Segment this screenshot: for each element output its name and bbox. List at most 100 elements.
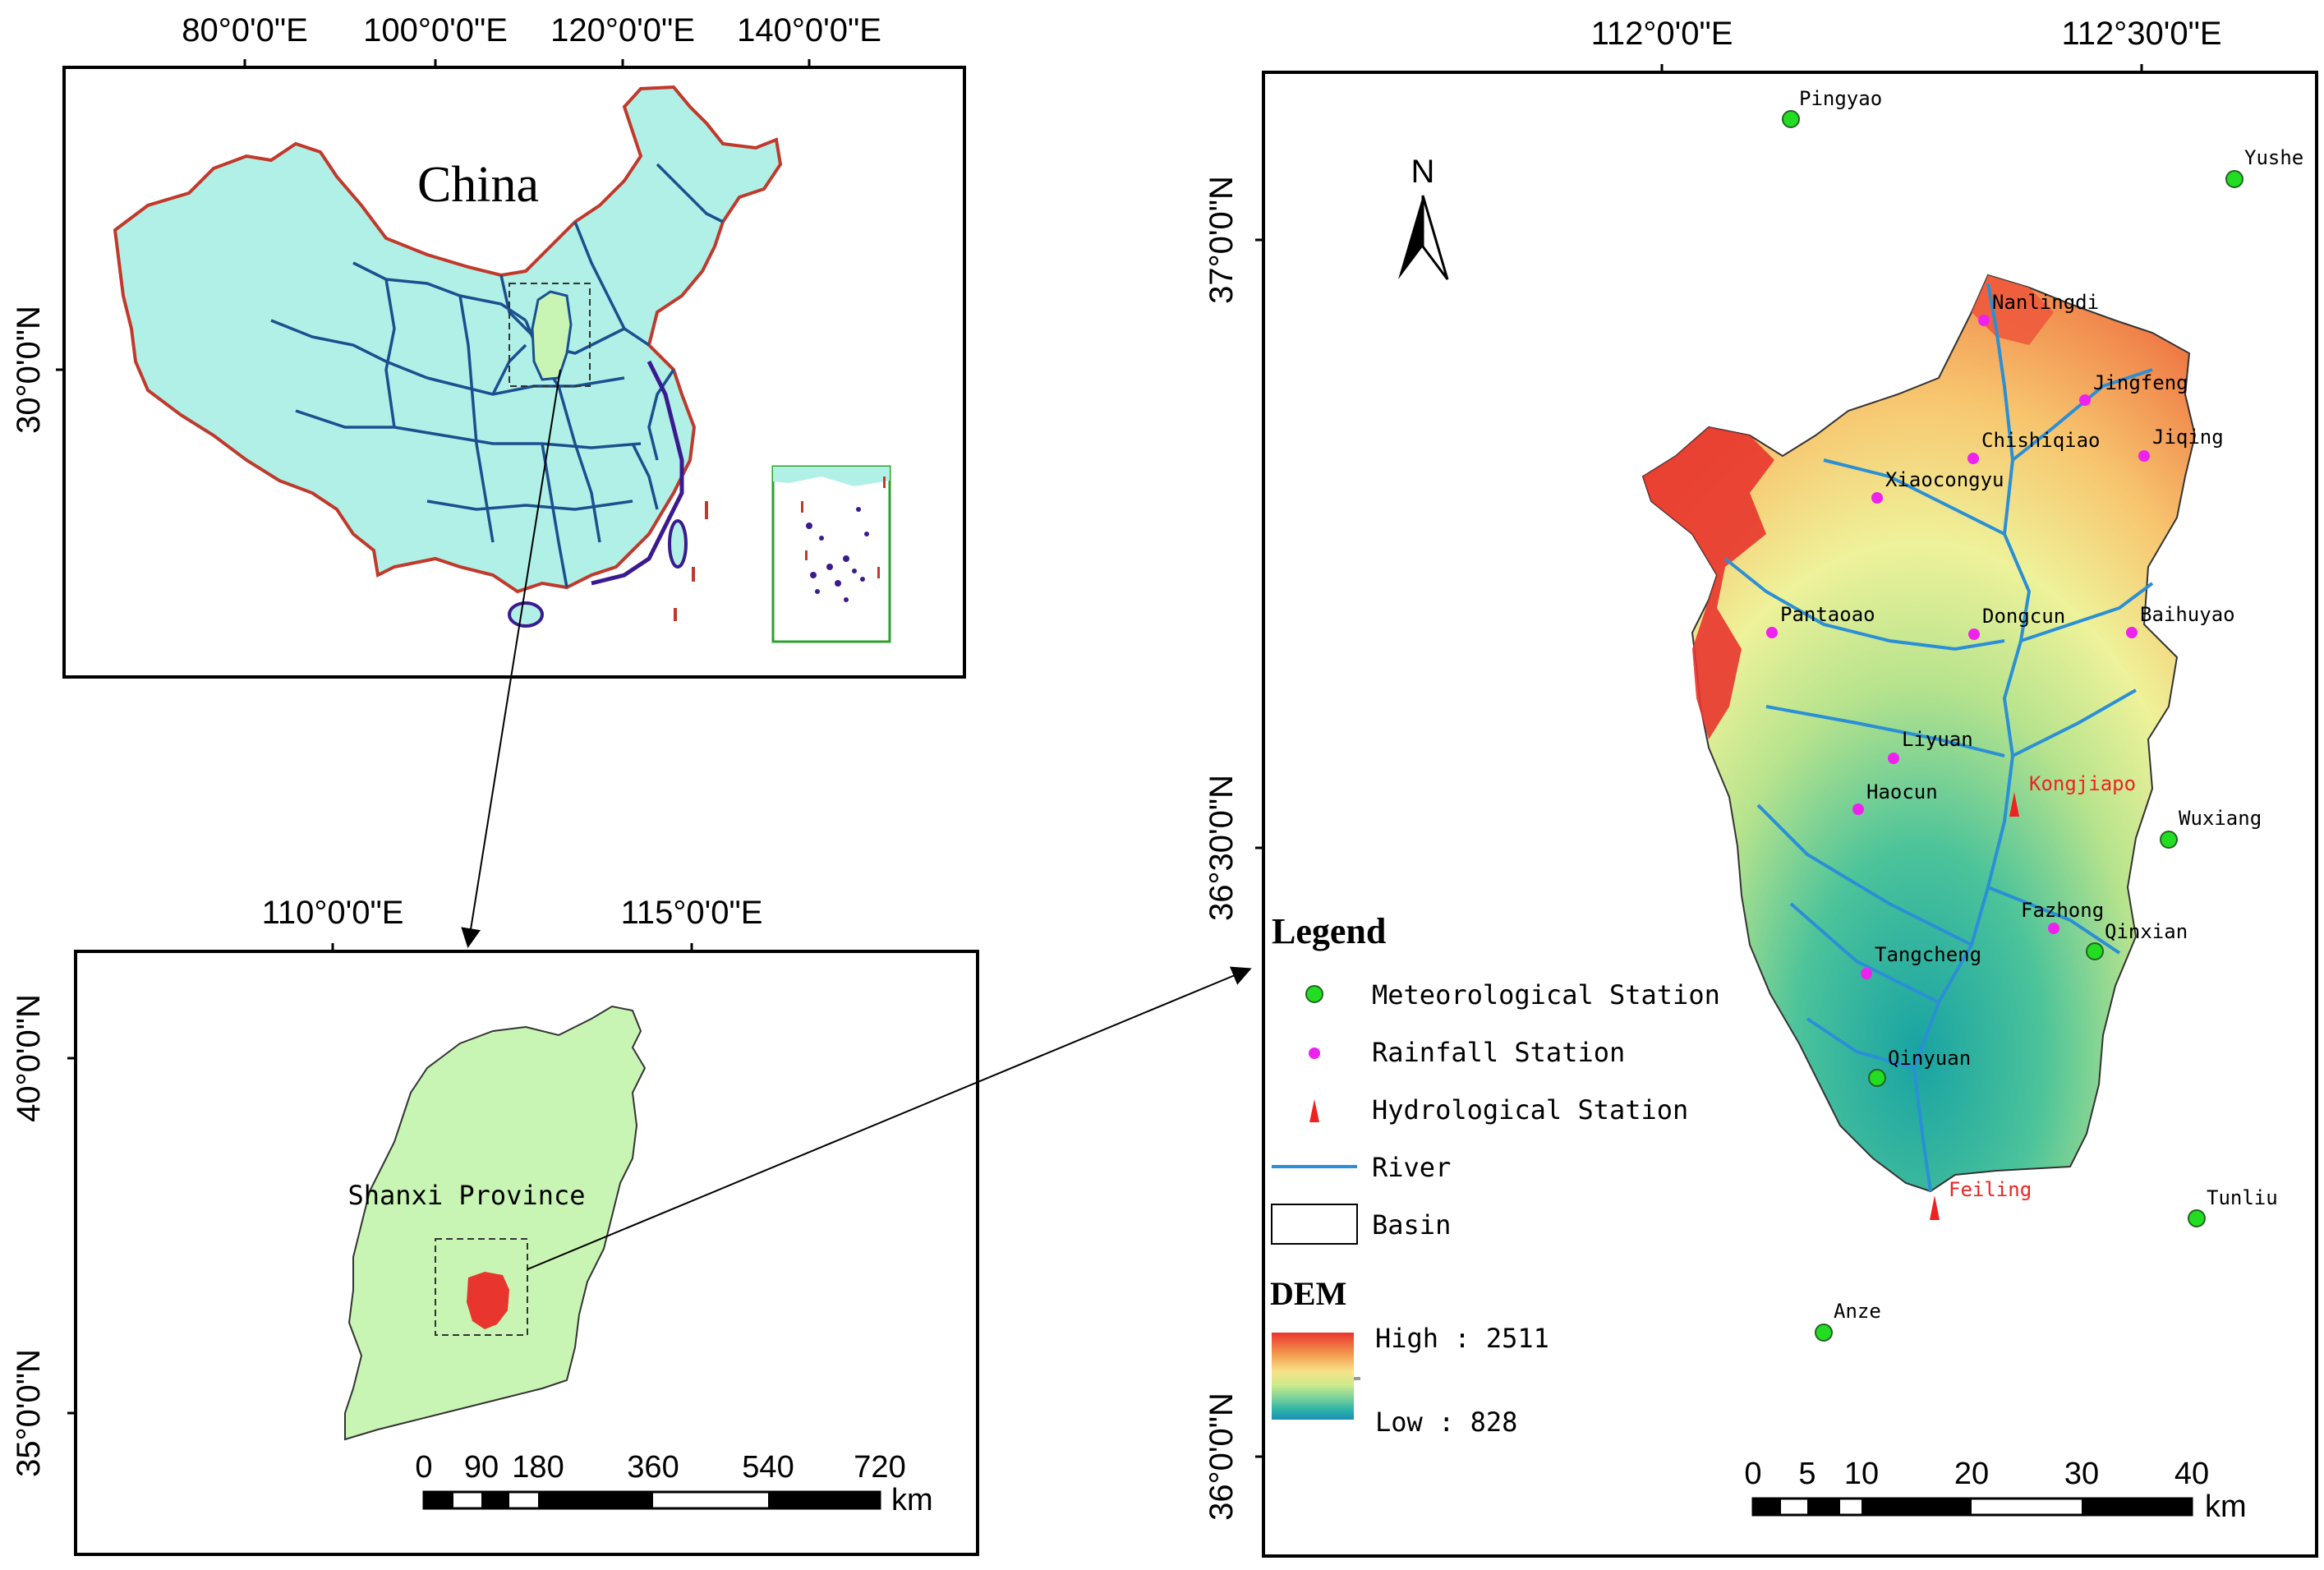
rainfall-stations xyxy=(1766,315,2150,979)
station-label: Pingyao xyxy=(1799,87,1882,110)
china-to-shanxi-arrow xyxy=(461,369,561,948)
scale-label: 360 xyxy=(627,1450,679,1485)
coastal-islands xyxy=(674,501,708,621)
station-label: Baihuyao xyxy=(2140,603,2235,626)
river-branch xyxy=(1765,705,2005,757)
met-station-qinxian xyxy=(2086,942,2104,960)
met-station-tunliu xyxy=(2188,1209,2206,1227)
rain-station-chishiqiao xyxy=(1967,453,1979,464)
shanxi-locator-box xyxy=(509,283,591,387)
china-outline xyxy=(113,85,783,594)
shanxi-tick-label: 35°0'0"N xyxy=(11,1349,47,1477)
rain-station-dongcun xyxy=(1968,628,1980,640)
shanxi-tick-label: 40°0'0"N xyxy=(11,994,47,1122)
taiwan-island xyxy=(668,519,688,569)
station-label: Dongcun xyxy=(1982,605,2065,628)
station-label: Liyuan xyxy=(1902,728,1973,751)
rain-station-haocun xyxy=(1852,803,1864,815)
met-station-qinyuan xyxy=(1868,1069,1886,1087)
basin-tick-label: 112°30'0"E xyxy=(2061,16,2221,52)
dem-high-label: High : 2511 xyxy=(1375,1323,1549,1354)
china-tick-label: 140°0'0"E xyxy=(737,12,881,48)
south-china-sea-inset xyxy=(771,465,891,643)
station-label: Pantaoao xyxy=(1780,603,1875,626)
shanxi-tick-label: 115°0'0"E xyxy=(621,895,763,931)
shanxi-to-basin-arrow xyxy=(527,966,1252,1270)
basin-tick-label: 112°0'0"E xyxy=(1591,16,1733,52)
station-label: Chishiqiao xyxy=(1981,429,2101,452)
shanxi-outline xyxy=(344,1005,647,1441)
station-label: Wuxiang xyxy=(2179,807,2262,830)
station-label: Haocun xyxy=(1866,780,1938,803)
legend-label: Rainfall Station xyxy=(1372,1037,1625,1068)
scale-label: 0 xyxy=(415,1450,432,1485)
legend-title: Legend xyxy=(1272,911,1386,951)
scale-label: 90 xyxy=(464,1450,499,1485)
station-label: Jiqing xyxy=(2152,426,2224,449)
rain-station-liyuan xyxy=(1888,753,1899,764)
basin-tick-label: 37°0'0"N xyxy=(1203,176,1240,304)
station-label: Qinxian xyxy=(2105,920,2188,943)
station-label: Tunliu xyxy=(2207,1186,2278,1209)
hydrological-stations xyxy=(1930,792,2019,1220)
met-station-wuxiang xyxy=(2160,831,2178,849)
station-label: Nanlingdi xyxy=(1992,291,2099,314)
river-branch xyxy=(1823,458,2005,536)
shanxi-scale-bar xyxy=(422,1490,881,1510)
river-branch xyxy=(2011,368,2153,462)
river-branch xyxy=(1806,1017,1915,1070)
rain-station-jiqing xyxy=(2138,450,2150,462)
river-network xyxy=(1723,283,2154,1192)
basin-tick-label: 36°30'0"N xyxy=(1203,775,1240,921)
hydro-station-label: Feiling xyxy=(1949,1178,2032,1201)
scale-label: 5 xyxy=(1798,1457,1815,1491)
china-coastline xyxy=(591,360,684,586)
legend-label: Hydrological Station xyxy=(1372,1094,1688,1126)
shanxi-in-china xyxy=(531,290,573,381)
rain-station-xiaocongyu xyxy=(1871,492,1883,504)
china-tick-label: 120°0'0"E xyxy=(550,12,695,48)
legend-rain-symbol xyxy=(1309,1047,1320,1059)
main-river xyxy=(1912,283,2032,1192)
rain-station-tangcheng xyxy=(1861,968,1872,979)
hainan-island xyxy=(508,601,544,628)
scale-label: 10 xyxy=(1844,1457,1879,1491)
basin-in-shanxi xyxy=(467,1272,509,1329)
met-station-pingyao xyxy=(1782,110,1800,128)
station-label: Xiaocongyu xyxy=(1885,468,2004,491)
legend-label: River xyxy=(1372,1152,1451,1183)
dem-title: DEM xyxy=(1270,1275,1346,1312)
meteorological-stations xyxy=(1782,110,2243,1342)
river-branch xyxy=(2012,688,2137,757)
station-label: Tangcheng xyxy=(1875,943,1981,966)
rain-station-nanlingdi xyxy=(1978,315,1990,326)
rain-station-fazhong xyxy=(2048,923,2059,934)
rain-station-pantaoao xyxy=(1766,627,1778,638)
north-label: N xyxy=(1411,154,1435,190)
scale-label: 0 xyxy=(1744,1457,1761,1491)
legend-label: Basin xyxy=(1372,1209,1451,1241)
shanxi-tick-label: 110°0'0"E xyxy=(262,895,404,931)
legend-basin-symbol xyxy=(1271,1204,1358,1245)
station-label: Fazhong xyxy=(2021,899,2104,922)
china-tick-label: 80°0'0"E xyxy=(182,12,308,48)
scale-label: 20 xyxy=(1954,1457,1989,1491)
basin-tick-label: 36°0'0"N xyxy=(1203,1393,1240,1521)
scale-label: 720 xyxy=(854,1450,905,1485)
station-label: Jingfeng xyxy=(2093,371,2188,394)
river-branch xyxy=(2020,582,2154,642)
rain-station-baihuyao xyxy=(2126,627,2138,638)
legend: Legend Meteorological Station Rainfall S… xyxy=(1270,911,1720,1438)
shanxi-map-panel: 110°0'0"E 115°0'0"E 40°0'0"N 35°0'0"N Sh… xyxy=(11,895,979,1556)
met-station-anze xyxy=(1815,1324,1833,1342)
north-arrow-icon xyxy=(1398,195,1449,280)
scale-unit: km xyxy=(891,1483,933,1517)
river-branch xyxy=(1987,886,2121,955)
scale-label: 180 xyxy=(512,1450,564,1485)
legend-label: Meteorological Station xyxy=(1372,979,1720,1011)
scale-label: 40 xyxy=(2174,1457,2209,1491)
scale-label: 540 xyxy=(742,1450,794,1485)
basin-scale-bar xyxy=(1751,1497,2193,1517)
scale-label: 30 xyxy=(2064,1457,2099,1491)
